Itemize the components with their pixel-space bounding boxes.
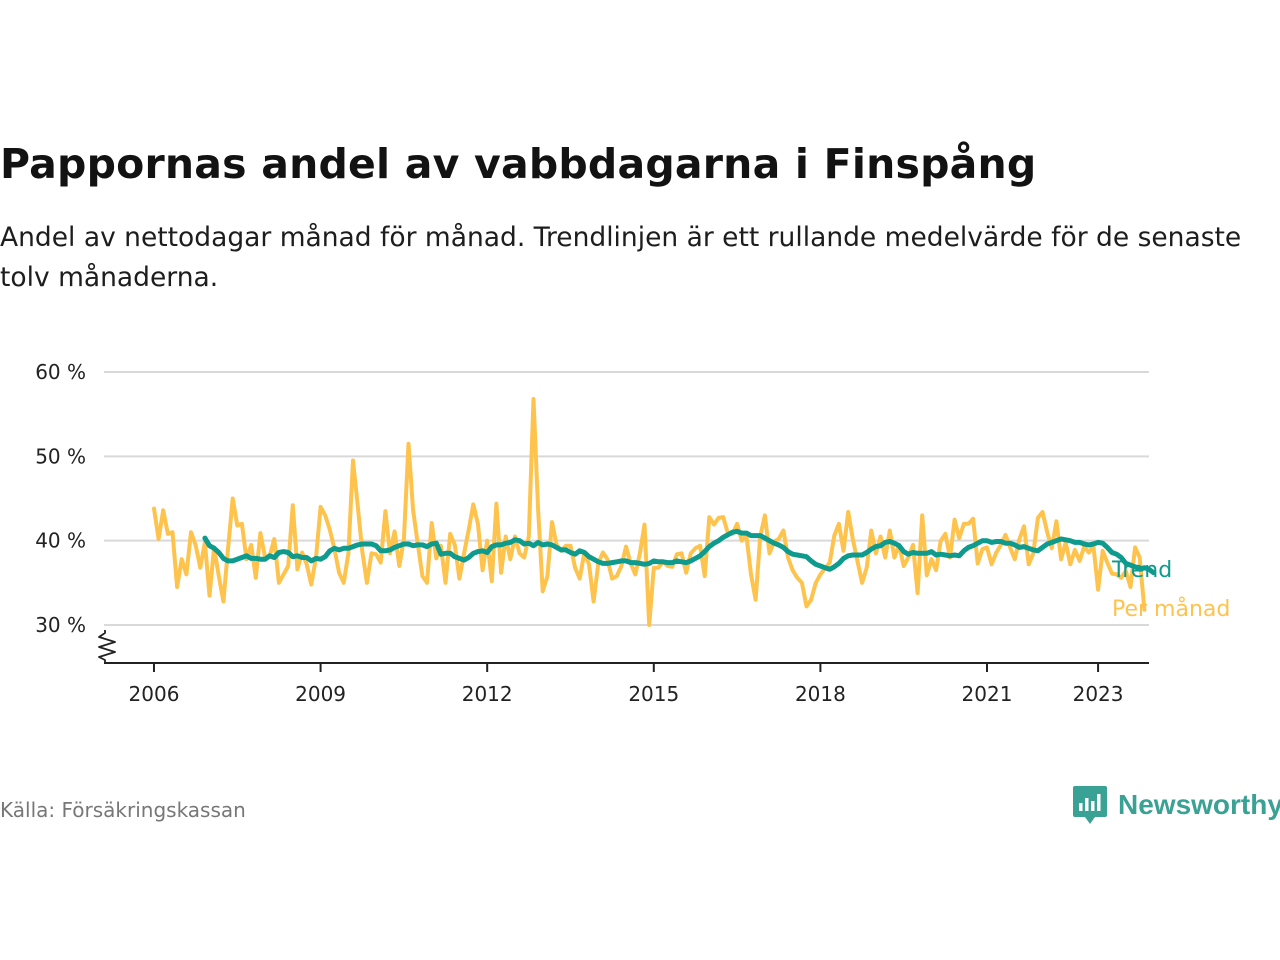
x-tick-label: 2006 xyxy=(129,682,180,706)
y-tick-label: 50 % xyxy=(35,444,86,468)
series-line-per-manad xyxy=(152,397,1147,627)
chart-subtitle: Andel av nettodagar månad för månad. Tre… xyxy=(0,222,1242,293)
source-note: Källa: Försäkringskassan xyxy=(0,798,246,822)
gridlines xyxy=(104,371,1149,626)
x-tick-label: 2009 xyxy=(295,682,346,706)
brand[interactable]: Newsworthy xyxy=(1072,784,1280,826)
axis-break-icon xyxy=(98,630,116,663)
x-axis-ticks: 2006 2009 2012 2015 2018 2021 2023 xyxy=(129,663,1124,706)
x-tick-label: 2018 xyxy=(795,682,846,706)
x-tick-label: 2015 xyxy=(628,682,679,706)
brand-name: Newsworthy xyxy=(1118,789,1280,820)
legend-label-trend: Trend xyxy=(1111,558,1172,583)
newsworthy-logo-icon xyxy=(1073,786,1107,824)
y-tick-label: 30 % xyxy=(35,613,86,637)
legend: Trend Per månad xyxy=(1111,558,1230,622)
line-chart: 30 % 40 % 50 % 60 % 2006 2009 2012 2015 2018 202… xyxy=(35,360,1230,706)
y-tick-label: 60 % xyxy=(35,360,86,384)
series xyxy=(152,397,1157,627)
y-axis-tick-labels: 30 % 40 % 50 % 60 % xyxy=(35,360,86,637)
x-tick-label: 2012 xyxy=(462,682,513,706)
x-tick-label: 2021 xyxy=(962,682,1013,706)
chart-title: Pappornas andel av vabbdagarna i Finspån… xyxy=(0,140,1037,188)
series-line-trend xyxy=(202,528,1157,576)
y-tick-label: 40 % xyxy=(35,529,86,553)
x-tick-label: 2023 xyxy=(1073,682,1124,706)
x-axis xyxy=(98,630,1149,664)
legend-label-per-manad: Per månad xyxy=(1112,596,1230,622)
